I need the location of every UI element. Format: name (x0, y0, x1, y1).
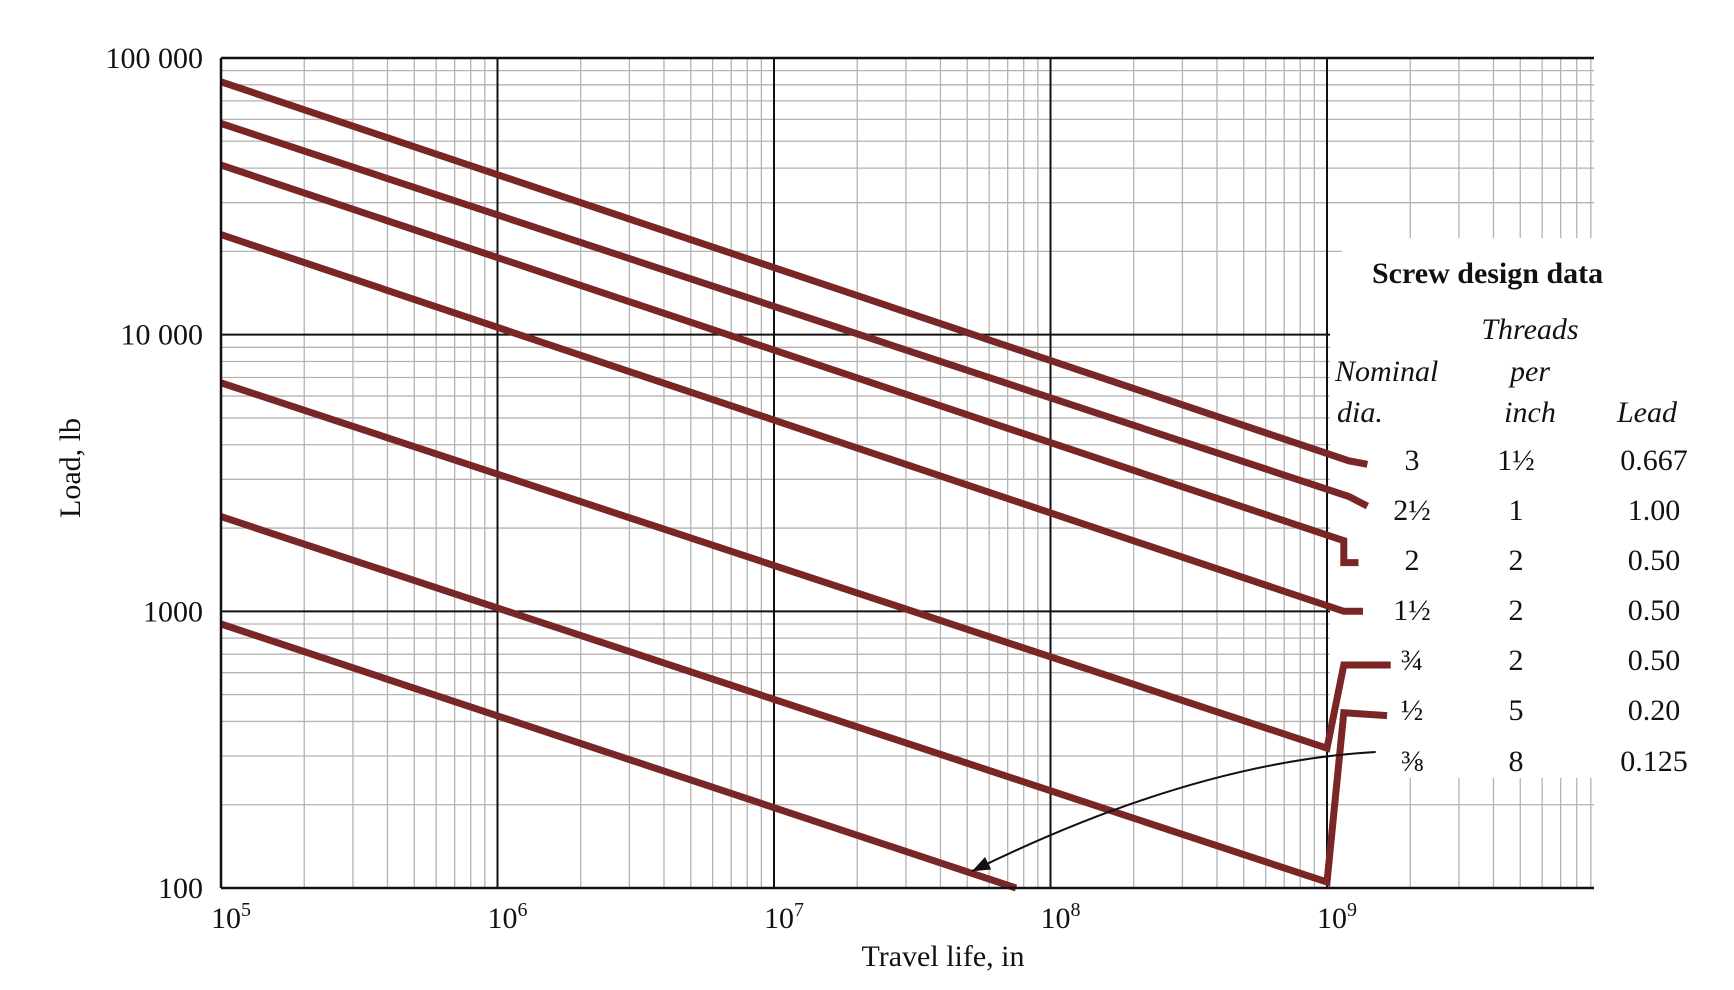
legend-title: Screw design data (1372, 257, 1603, 290)
legend-lead: 0.50 (1628, 594, 1681, 627)
series-layer (219, 78, 1391, 892)
series-line-5 (219, 379, 1391, 753)
legend-threads: 1½ (1497, 444, 1535, 477)
legend-lead: 0.125 (1620, 745, 1688, 778)
annotation-arrowhead (971, 856, 992, 872)
y-tick-label: 10 000 (121, 319, 204, 352)
axes-frame (219, 56, 1594, 890)
legend-panel-lower (1330, 300, 1594, 778)
y-tick-label: 100 (158, 872, 203, 905)
legend-lead: 0.50 (1628, 544, 1681, 577)
series-line-6 (219, 513, 1388, 887)
legend-dia: ½ (1401, 694, 1424, 727)
x-tick-label: 107 (764, 899, 804, 935)
x-tick-label: 105 (211, 899, 251, 935)
annotation-leader (971, 751, 1376, 873)
screw-design-legend: Screw design data Nominal dia. Threads p… (1334, 257, 1688, 778)
legend-threads: 2 (1509, 544, 1524, 577)
tick-labels: 105 106 107 108 109 100 1000 10 000 100 000 (106, 42, 1358, 935)
x-tick-label: 108 (1041, 899, 1081, 935)
legend-dia: ⅜ (1401, 745, 1424, 778)
legend-dia: ¾ (1401, 644, 1424, 677)
x-axis-title: Travel life, in (861, 940, 1024, 973)
y-axis-title: Load, lb (54, 418, 87, 518)
legend-lead: 0.20 (1628, 694, 1681, 727)
col-head-lead: Lead (1616, 396, 1678, 429)
legend-threads: 1 (1509, 494, 1524, 527)
x-tick-label: 106 (488, 899, 528, 935)
series-line-7 (219, 620, 1018, 892)
legend-dia: 1½ (1393, 594, 1431, 627)
legend-lead: 1.00 (1628, 494, 1681, 527)
series-line-2 (219, 120, 1370, 510)
annotation-layer (971, 751, 1376, 873)
legend-threads: 8 (1509, 745, 1524, 778)
col-head-nominal-2: dia. (1337, 396, 1383, 429)
legend-lead: 0.50 (1628, 644, 1681, 677)
legend-dia: 3 (1405, 444, 1420, 477)
series-line-1 (219, 78, 1369, 468)
y-tick-label: 100 000 (106, 42, 204, 75)
legend-dia: 2½ (1393, 494, 1431, 527)
legend-dia: 2 (1405, 544, 1420, 577)
col-head-nominal-1: Nominal (1334, 355, 1438, 388)
col-head-threads-1: Threads (1481, 313, 1578, 346)
legend-threads: 2 (1509, 594, 1524, 627)
legend-lead: 0.667 (1620, 444, 1688, 477)
legend-rows: 3 1½ 0.667 2½ 1 1.00 2 2 0.50 1½ 2 0.50 ¾ 2 0.50 ½ 5 0.20… (1393, 444, 1688, 778)
y-tick-label: 1000 (143, 595, 203, 628)
col-head-threads-2: per (1508, 355, 1550, 388)
series-line-4 (219, 231, 1363, 615)
x-tick-label: 109 (1317, 899, 1357, 935)
legend-threads: 5 (1509, 694, 1524, 727)
col-head-threads-3: inch (1504, 396, 1556, 429)
series-line-3 (219, 161, 1359, 567)
legend-threads: 2 (1509, 644, 1524, 677)
legend-mask (1330, 238, 1594, 778)
